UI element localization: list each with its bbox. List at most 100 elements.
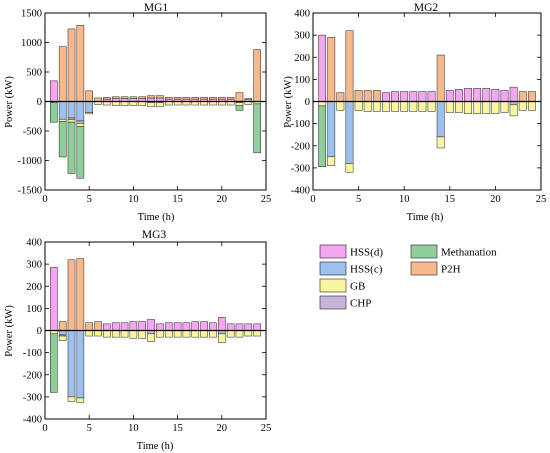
- bar-p2h: [67, 28, 76, 102]
- bar-hss-c: [76, 330, 85, 399]
- y-tick-label: -100: [291, 119, 310, 130]
- legend-swatch-hss-d: [319, 244, 347, 259]
- bar-p2h: [354, 90, 363, 102]
- bar-gb: [436, 136, 445, 149]
- bar-hss-d: [418, 91, 427, 102]
- bar-p2h: [85, 90, 93, 102]
- bar-hss-d: [473, 87, 482, 102]
- plot-area: -1500 -1000 -500 0 500 1000 1500 0 5 10 15 20 25: [18, 9, 272, 206]
- bar-hss-d: [138, 321, 147, 331]
- y-tick-label: -100: [23, 348, 42, 359]
- y-tick-label: -200: [291, 141, 310, 152]
- bar-gb: [518, 101, 527, 111]
- bar-p2h: [94, 321, 102, 331]
- bar-hss-d: [427, 91, 436, 102]
- legend-label: P2H: [441, 264, 461, 276]
- bar-p2h: [200, 97, 208, 100]
- bar-hss-d: [209, 322, 217, 331]
- bar-gb: [336, 101, 345, 111]
- x-tick-label: 5: [87, 423, 92, 434]
- bar-gb: [173, 330, 182, 338]
- bar-p2h: [67, 259, 76, 331]
- bar-gb: [500, 101, 509, 113]
- bar-hss-d: [103, 323, 111, 331]
- chart-title: MG1: [144, 2, 169, 14]
- y-tick-label: -300: [291, 163, 310, 174]
- bar-gb: [200, 330, 208, 338]
- bar-hss-d: [182, 322, 191, 331]
- bar-gb: [363, 101, 372, 112]
- bar-gb: [372, 101, 381, 112]
- legend-swatch-p2h: [410, 261, 438, 276]
- bar-gb: [76, 397, 85, 403]
- y-tick-label: -400: [291, 186, 310, 197]
- bar-hss-d: [500, 90, 509, 102]
- bar-gb: [218, 333, 226, 343]
- bar-gb: [58, 118, 67, 122]
- bar-gb: [527, 101, 536, 111]
- x-tick-label: 25: [261, 423, 272, 434]
- bar-gb: [235, 330, 244, 338]
- bar-hss-d: [200, 321, 208, 331]
- bar-p2h: [111, 96, 120, 99]
- legend-label: HSS(c): [350, 264, 383, 276]
- x-tick-label: 10: [399, 194, 410, 205]
- bar-methanation: [50, 102, 58, 123]
- bar-gb: [120, 330, 129, 338]
- bar-p2h: [182, 97, 191, 100]
- bar-hss-d: [253, 323, 261, 331]
- bar-gb: [455, 101, 463, 113]
- legend-swatch-methanation: [410, 244, 438, 259]
- bar-gb: [94, 330, 102, 337]
- bar-p2h: [138, 96, 147, 99]
- bar-gb: [191, 330, 200, 338]
- x-axis-label: Time (h): [407, 212, 444, 223]
- legend-label: GB: [350, 281, 365, 293]
- bar-gb: [464, 101, 472, 114]
- bar-gb: [509, 104, 518, 117]
- x-tick-label: 5: [87, 194, 92, 205]
- bar-p2h: [372, 90, 381, 102]
- x-axis-label: Time (h): [137, 441, 174, 452]
- x-tick-label: 20: [490, 194, 501, 205]
- bar-p2h: [58, 46, 67, 102]
- x-tick-label: 15: [445, 194, 456, 205]
- y-tick-label: 1000: [21, 38, 42, 49]
- bar-p2h: [191, 97, 200, 100]
- bar-p2h: [253, 49, 261, 102]
- bar-p2h: [218, 97, 226, 100]
- y-tick-label: 0: [37, 326, 42, 337]
- bar-hss-d: [129, 321, 138, 331]
- bar-hss-d: [409, 91, 418, 102]
- y-tick-label: 400: [26, 238, 42, 249]
- bar-hss-d: [218, 316, 226, 331]
- bar-hss-c: [67, 101, 76, 119]
- x-tick-label: 0: [42, 423, 47, 434]
- plot-area: -400 -300 -200 -100 0 100 200 300 400 0 5 10 15 20 25: [291, 9, 547, 206]
- bar-p2h: [120, 96, 129, 99]
- bar-p2h: [336, 92, 345, 102]
- bar-p2h: [226, 97, 235, 100]
- y-tick-label: 300: [26, 260, 42, 271]
- bar-hss-c: [85, 101, 93, 113]
- bar-gb: [182, 330, 191, 338]
- bar-gb: [147, 102, 155, 108]
- x-tick-label: 10: [128, 194, 139, 205]
- y-tick-label: 500: [26, 68, 42, 79]
- y-axis-label: Power (kW): [4, 305, 15, 357]
- bar-gb: [67, 396, 76, 402]
- bar-gb: [156, 102, 164, 108]
- bar-hss-c: [327, 101, 336, 158]
- x-axis-label: Time (h): [138, 212, 175, 223]
- chart-title: MG3: [142, 229, 167, 241]
- bar-gb: [400, 101, 409, 112]
- bar-methanation: [67, 121, 76, 174]
- bar-p2h: [345, 30, 354, 102]
- x-tick-label: 20: [217, 423, 228, 434]
- bar-hss-c: [58, 330, 67, 336]
- y-tick-label: -300: [23, 392, 42, 403]
- bar-gb: [111, 101, 120, 106]
- bar-p2h: [156, 95, 164, 99]
- bar-methanation: [235, 105, 244, 111]
- y-tick-label: 1500: [21, 9, 42, 20]
